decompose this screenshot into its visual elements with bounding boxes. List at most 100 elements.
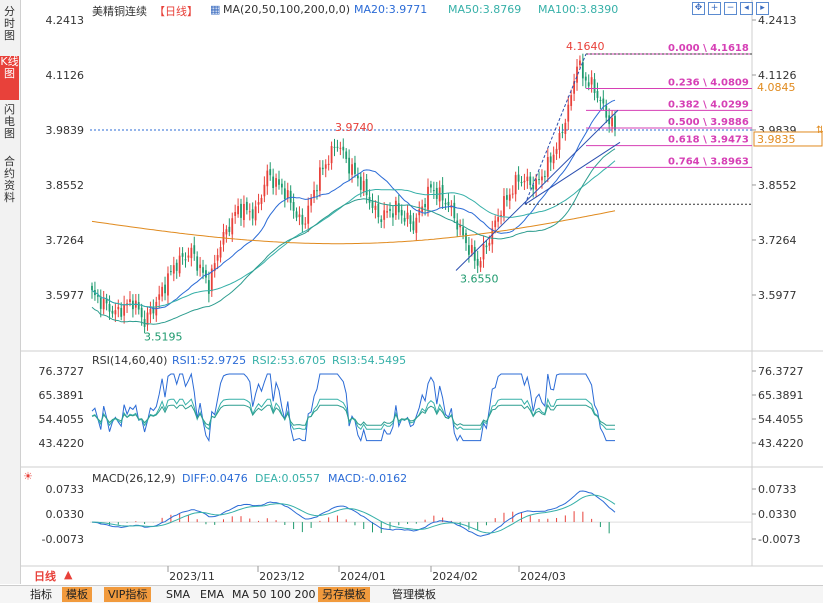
candle-body: [561, 131, 564, 133]
candle-body: [354, 162, 356, 174]
candle-body: [181, 253, 184, 257]
trend-line-lower: [524, 141, 621, 205]
candle-body: [140, 307, 143, 318]
candle-body: [310, 197, 313, 206]
candle-body: [397, 203, 400, 213]
time-label: 2024/01: [340, 570, 386, 583]
chart-area: 4.2413 4.1126 3.9839 3.8552 3.7264 3.5977 76.3…: [20, 0, 823, 584]
candle-body: [327, 163, 330, 165]
candle-body: [281, 183, 283, 188]
candle-body: [102, 298, 105, 310]
candle-body: [205, 270, 207, 278]
candle-body: [532, 185, 535, 190]
candle-body: [251, 209, 254, 219]
toolbar-tab-5[interactable]: MA 50 100 200: [232, 588, 316, 601]
sidebar-tab-1[interactable]: K线图: [0, 56, 19, 100]
candle-body: [286, 190, 289, 199]
trend-line: [455, 109, 619, 271]
kline-chart[interactable]: 4.2413 4.1126 3.9839 3.8552 3.7264 3.5977 76.3…: [20, 0, 823, 584]
candle-body: [456, 220, 459, 230]
sidebar-tab-3[interactable]: 合约资料: [4, 155, 15, 204]
scroll-right-icon[interactable]: ▸: [756, 2, 769, 15]
candle-body: [243, 203, 245, 221]
annotation-high_right: 4.1640: [566, 40, 605, 53]
candle-body: [424, 203, 426, 208]
instrument-title: 美精铜连续: [92, 5, 147, 18]
candle-body: [611, 118, 613, 127]
candle-body: [356, 175, 359, 179]
candle-body: [558, 133, 561, 150]
price-tick-label: 3.7264: [758, 234, 797, 247]
zoom-in-icon[interactable]: +: [708, 2, 721, 15]
candle-body: [248, 211, 251, 213]
candle-body: [161, 286, 164, 297]
rsi3-value: RSI3:54.5495: [332, 354, 407, 367]
sidebar-tab-0[interactable]: 分时图: [4, 5, 15, 42]
candle-body: [210, 268, 213, 292]
move-icon[interactable]: ✥: [692, 2, 705, 15]
sidebar: 分时图 K线图闪电图合约资料: [0, 0, 21, 584]
candle-body: [494, 220, 497, 228]
macd-left-label: 0.0733: [46, 483, 85, 496]
candle-body: [535, 179, 538, 190]
candle-body: [263, 184, 266, 197]
candle-body: [514, 175, 517, 195]
candle-body: [120, 307, 123, 317]
fib-level-label: 0.236 \ 4.0809: [668, 78, 749, 89]
candle-body: [143, 319, 146, 327]
price-left-label: 3.8552: [46, 179, 85, 192]
candle-body: [549, 156, 552, 163]
candle-body: [470, 245, 473, 253]
dea-value: DEA:0.0557: [255, 472, 320, 485]
bottom-toolbar: 指标 模板 VIP指标 SMA EMA MA 50 100 200 另存模板 管理模板: [0, 585, 823, 603]
candle-body: [383, 210, 386, 220]
candle-body: [129, 299, 131, 302]
candle-body: [602, 98, 605, 104]
toolbar-tab-1[interactable]: 模板: [62, 587, 92, 602]
macd-left-label: 0.0330: [46, 508, 85, 521]
toolbar-tab-0[interactable]: 指标: [30, 588, 52, 601]
marker-price-tag: 4.0845: [757, 81, 796, 94]
rsi-label: RSI(14,60,40): [92, 354, 168, 367]
candle-body: [260, 197, 263, 204]
price-tick-label: 3.5977: [758, 289, 797, 302]
candle-body: [374, 205, 377, 210]
candle-body: [237, 206, 239, 215]
candle-body: [234, 212, 237, 216]
candle-body: [304, 223, 307, 225]
zoom-out-icon[interactable]: −: [724, 2, 737, 15]
price-left-label: 4.1126: [46, 69, 85, 82]
ma100-value: MA100:3.8390: [538, 3, 619, 16]
period-dropdown-icon[interactable]: ▲: [64, 568, 73, 581]
candle-body: [459, 224, 462, 228]
sidebar-tab-2[interactable]: 闪电图: [4, 103, 15, 140]
scroll-left-icon[interactable]: ◂: [740, 2, 753, 15]
candle-body: [520, 182, 523, 184]
toolbar-tab-3[interactable]: SMA: [166, 588, 190, 601]
ma50-line: [91, 160, 616, 308]
candle-body: [339, 147, 342, 149]
candle-body: [555, 148, 558, 154]
candle-body: [435, 187, 438, 199]
candle-body: [111, 310, 114, 314]
candle-body: [427, 186, 429, 210]
candle-body: [149, 309, 152, 315]
candle-body: [546, 157, 549, 177]
candle-body: [386, 211, 389, 213]
period-button[interactable]: 日线: [34, 570, 56, 583]
candle-body: [409, 215, 412, 224]
toolbar-tab-2[interactable]: VIP指标: [104, 587, 152, 602]
candle-body: [292, 202, 295, 211]
time-label: 2024/02: [432, 570, 478, 583]
macd-settings-icon[interactable]: ☀: [23, 470, 33, 483]
diff-value: DIFF:0.0476: [182, 472, 248, 485]
candle-body: [105, 298, 108, 304]
toolbar-tab-6[interactable]: 另存模板: [318, 587, 370, 602]
candle-body: [579, 60, 581, 66]
toolbar-tab-7[interactable]: 管理模板: [392, 588, 436, 601]
annotation-low_left: 3.5195: [144, 330, 183, 343]
candle-body: [400, 209, 403, 216]
toolbar-tab-4[interactable]: EMA: [200, 588, 224, 601]
candle-body: [538, 179, 540, 181]
ma-icon[interactable]: ▦: [210, 3, 221, 16]
